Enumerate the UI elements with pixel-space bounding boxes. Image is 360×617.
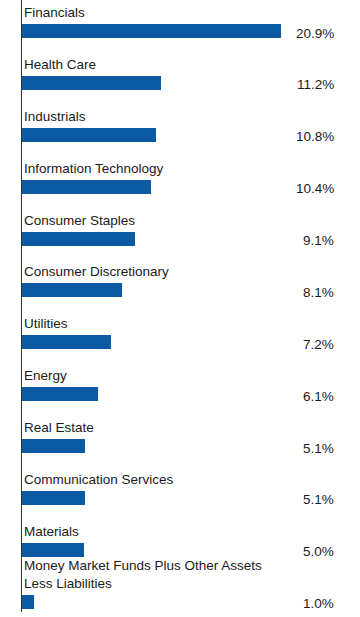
svg-text:6.1%: 6.1% (303, 389, 334, 404)
svg-text:Health Care: Health Care (24, 57, 96, 72)
svg-text:11.2%: 11.2% (297, 77, 334, 92)
svg-text:7.2%: 7.2% (303, 337, 334, 352)
svg-text:1.0%: 1.0% (303, 596, 334, 611)
svg-text:Energy: Energy (24, 368, 67, 383)
svg-text:Financials: Financials (24, 5, 85, 20)
svg-text:9.1%: 9.1% (303, 233, 334, 248)
svg-text:Money Market Funds Plus Other: Money Market Funds Plus Other AssetsLess… (24, 558, 262, 591)
svg-text:10.8%: 10.8% (296, 129, 334, 144)
svg-text:Consumer Staples: Consumer Staples (24, 213, 135, 228)
svg-text:Real Estate: Real Estate (24, 420, 94, 435)
svg-text:20.9%: 20.9% (296, 26, 334, 41)
svg-text:10.4%: 10.4% (296, 181, 334, 196)
svg-text:Utilities: Utilities (24, 316, 68, 331)
svg-text:5.0%: 5.0% (303, 544, 334, 559)
svg-text:Communication Services: Communication Services (24, 472, 174, 487)
svg-text:Industrials: Industrials (24, 109, 86, 124)
svg-text:Materials: Materials (24, 524, 79, 539)
svg-text:Information Technology: Information Technology (24, 161, 164, 176)
svg-text:5.1%: 5.1% (303, 441, 334, 456)
svg-text:Consumer Discretionary: Consumer Discretionary (24, 264, 169, 279)
svg-text:8.1%: 8.1% (303, 285, 334, 300)
svg-text:5.1%: 5.1% (303, 492, 334, 507)
